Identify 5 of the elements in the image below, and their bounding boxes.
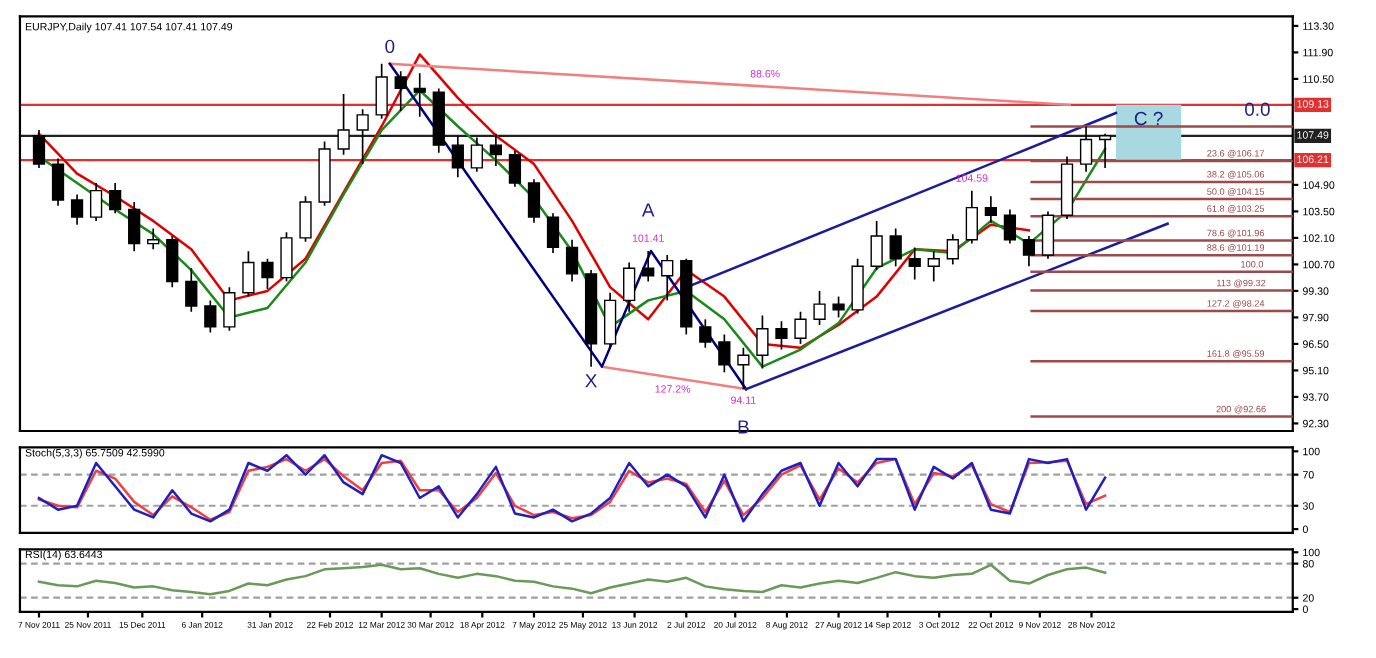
annotation: C ? (1134, 111, 1163, 126)
annotation: A (641, 203, 655, 217)
annotation: 0.0 (1245, 102, 1270, 116)
annotation: X (585, 374, 597, 388)
annotation: 0 (385, 39, 395, 54)
